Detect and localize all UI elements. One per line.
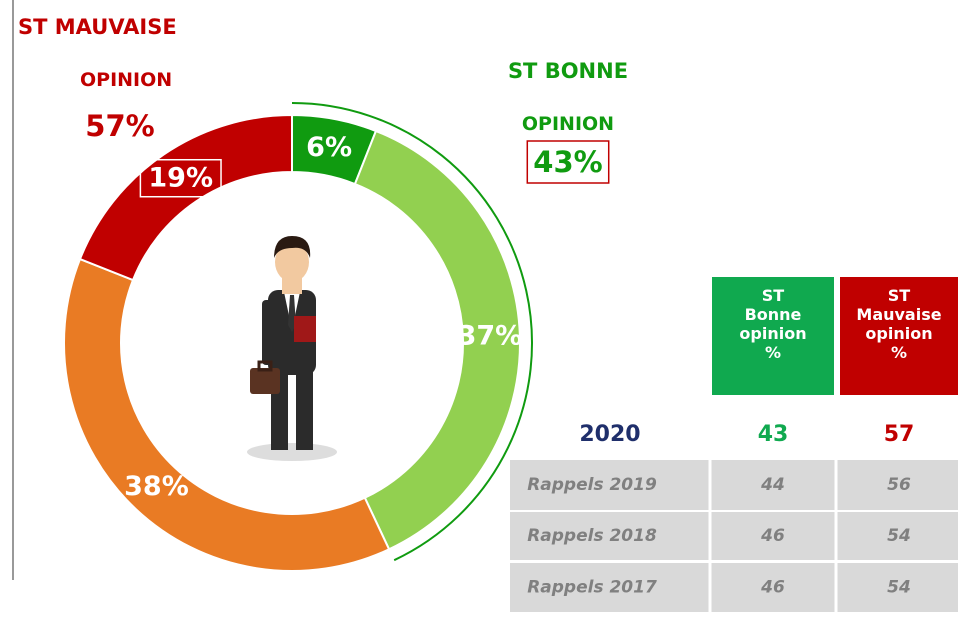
annotation-value: 43%	[533, 145, 602, 179]
businessman-illustration	[247, 236, 337, 461]
table-cell: 46	[760, 526, 785, 546]
header-word: opinion	[865, 324, 932, 343]
annotation-title: ST BONNE OPINION	[508, 59, 628, 135]
table-cell: Rappels 2019	[527, 475, 657, 495]
table-cell: 44	[760, 475, 785, 495]
annotation-line: ST MAUVAISE	[18, 15, 177, 39]
segment-label: 37%	[458, 320, 523, 351]
table-cell: 54	[887, 578, 911, 598]
annotation-line: ST BONNE	[508, 59, 628, 83]
segment-label: 6%	[306, 132, 352, 163]
table-cell: 2020	[579, 422, 640, 447]
slide: 6% 37% 38% 19% ST MAUVAISE OPINION 57% ST BONNE…	[0, 0, 961, 617]
donut-segment	[64, 259, 389, 571]
header-word: Mauvaise	[856, 305, 941, 324]
annotation-title: ST MAUVAISE OPINION	[18, 15, 177, 91]
annotation-line: OPINION	[522, 113, 614, 135]
table-cell: Rappels 2017	[527, 578, 657, 598]
segment-label: 19%	[148, 163, 213, 194]
header-word: %	[765, 343, 781, 362]
segment-label: 38%	[124, 471, 189, 502]
table-cell: 54	[887, 526, 911, 546]
header-word: %	[891, 343, 907, 362]
annotation-line: OPINION	[80, 69, 172, 91]
table-cell: 43	[758, 422, 789, 447]
header-word: ST	[762, 286, 785, 305]
table-cell: 56	[887, 475, 911, 495]
table-cell: Rappels 2018	[527, 526, 657, 546]
header-word: ST	[888, 286, 911, 305]
header-word: Bonne	[745, 305, 802, 324]
table-cell: 57	[884, 422, 915, 447]
header-word: opinion	[739, 324, 806, 343]
table-cell: 46	[760, 578, 785, 598]
annotation-value: 57%	[85, 109, 154, 143]
